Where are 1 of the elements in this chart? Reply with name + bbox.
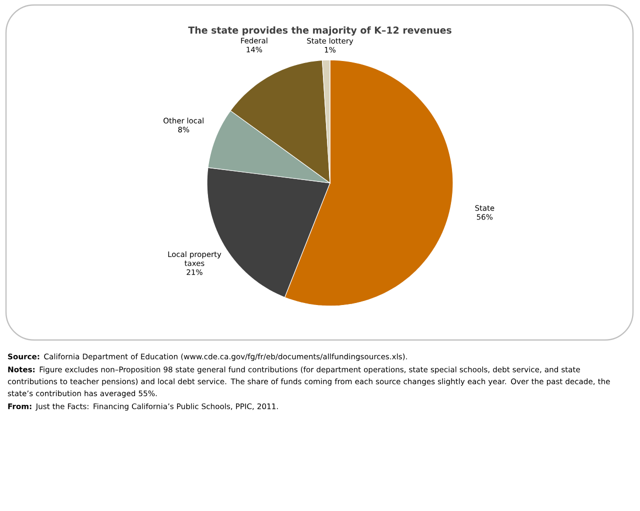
chart-title: The state provides the majority of K–12 revenues (188, 26, 452, 36)
